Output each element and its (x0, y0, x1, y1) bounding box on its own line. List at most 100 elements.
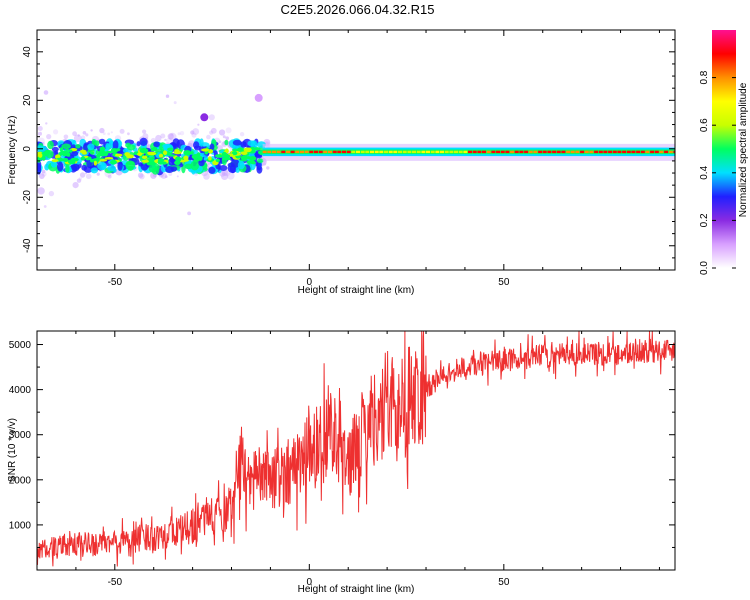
heatmap-noise-cell (41, 169, 46, 174)
heatmap-cell (224, 139, 229, 146)
heatmap-ridge-cell (384, 150, 388, 154)
heatmap-noise-cell (77, 134, 80, 137)
heatmap-ridge-cell (267, 150, 272, 154)
heatmap-cell (147, 151, 157, 156)
x-tick-label: 50 (498, 577, 510, 588)
heatmap-noise-cell (63, 134, 69, 140)
heatmap-noise-cell (263, 162, 267, 166)
heatmap-cell (75, 144, 81, 149)
heatmap-cell (51, 159, 59, 163)
heatmap-ridge-cell (547, 150, 552, 154)
heatmap-ridge-cell (398, 150, 402, 154)
spectrogram-y-label: Frequency (Hz) (7, 116, 18, 185)
heatmap-ridge-cell (500, 150, 505, 154)
heatmap-cell (66, 152, 71, 157)
heatmap-ridge-cell (622, 150, 627, 154)
heatmap-ridge-cell (309, 150, 314, 154)
heatmap-cell (172, 138, 180, 149)
heatmap-ridge-cell (454, 150, 458, 154)
heatmap-cell (240, 155, 248, 161)
heatmap-ridge-cell (603, 150, 608, 154)
heatmap-noise-cell (45, 122, 48, 125)
heatmap-ridge-cell (575, 150, 580, 154)
heatmap-ridge-cell (300, 150, 304, 154)
heatmap-ridge-cell (631, 150, 636, 154)
heatmap-cell (231, 148, 240, 152)
heatmap-cell (65, 164, 70, 173)
heatmap-cell (51, 146, 59, 152)
heatmap-ridge-cell (659, 150, 664, 154)
heatmap-cell (236, 147, 245, 152)
heatmap-noise-cell (225, 127, 232, 134)
heatmap-ridge-cell (444, 150, 449, 154)
heatmap-noise-cell (173, 101, 177, 105)
heatmap-noise-cell (164, 175, 168, 179)
x-tick-label: 50 (498, 277, 510, 288)
y-tick-label: 4000 (9, 385, 32, 396)
heatmap-cell (79, 149, 87, 154)
heatmap-ridge-cell (356, 150, 360, 154)
heatmap-cell (106, 150, 113, 154)
heatmap-cell (175, 156, 182, 162)
heatmap-ridge-cell (584, 150, 589, 154)
snr-panel: -50 0 50 1000 2000 3000 4000 5000 Height of st… (7, 330, 676, 595)
heatmap-cell (208, 156, 212, 161)
heatmap-cell (104, 157, 114, 160)
heatmap-cell (90, 158, 95, 163)
heatmap-noise-cell (72, 182, 79, 189)
heatmap-cell (80, 156, 86, 161)
heatmap-ridge-cell (528, 150, 533, 154)
heatmap-noise-cell (225, 136, 229, 140)
heatmap-noise-cell (85, 133, 89, 137)
heatmap-noise-cell (155, 134, 162, 142)
heatmap-ridge-cell (332, 150, 337, 154)
heatmap-cell (167, 147, 174, 151)
heatmap-cell (139, 137, 148, 146)
spectrogram-x-ticks: -50 0 50 (36, 30, 660, 288)
heatmap-noise-cell (78, 177, 82, 181)
heatmap-cell (163, 150, 168, 155)
colorbar: 0.0 0.2 0.4 0.6 0.8 Normalized spectral ampl… (699, 30, 749, 275)
heatmap-cell (70, 157, 79, 162)
colorbar-tick-label: 0.6 (699, 118, 710, 132)
heatmap-ridge-cell (412, 150, 416, 154)
heatmap-ridge-cell (304, 150, 309, 154)
heatmap-cell (146, 158, 154, 164)
heatmap-cell (71, 163, 80, 172)
heatmap-noise-cell (218, 140, 222, 143)
heatmap-ridge-cell (351, 150, 356, 154)
chart-title: C2E5.2026.066.04.32.R15 (280, 2, 435, 17)
heatmap-ridge-cell (566, 150, 571, 154)
heatmap-ridge-cell (458, 150, 463, 154)
heatmap-cell (108, 140, 115, 149)
heatmap-ridge-cell (388, 150, 393, 154)
heatmap-cell (231, 151, 238, 156)
heatmap-cell (138, 162, 144, 167)
heatmap-noise-cell (168, 172, 173, 177)
heatmap-cell (81, 164, 88, 171)
heatmap-noise-cell (222, 135, 226, 139)
heatmap-noise-cell (43, 205, 47, 208)
heatmap-ridge-cell (654, 150, 659, 154)
heatmap-ridge-cell (318, 150, 323, 154)
heatmap-cell (183, 150, 192, 156)
heatmap-noise-cell (167, 133, 174, 140)
heatmap-noise-cell (107, 174, 112, 179)
heatmap-cell (124, 152, 130, 157)
heatmap-noise-cell (102, 132, 106, 136)
heatmap-cell (174, 160, 181, 166)
heatmap-ridge-cell (598, 150, 603, 154)
heatmap-ridge-cell (314, 150, 318, 154)
heatmap-cell (256, 158, 264, 164)
snr-y-ticks: 1000 2000 3000 4000 5000 (9, 340, 675, 548)
heatmap-cell (100, 149, 104, 154)
snr-y-label: SNR (10 * v/v) (7, 418, 18, 482)
heatmap-cell (91, 138, 97, 146)
heatmap-noise-cell (165, 94, 170, 98)
heatmap-ridge-cell (524, 150, 529, 154)
heatmap-ridge-cell (496, 150, 500, 154)
heatmap-ridge-cell (561, 150, 566, 154)
heatmap-noise-cell (82, 131, 87, 135)
heatmap-cell (61, 143, 71, 150)
heatmap-ridge-cell (346, 150, 351, 154)
